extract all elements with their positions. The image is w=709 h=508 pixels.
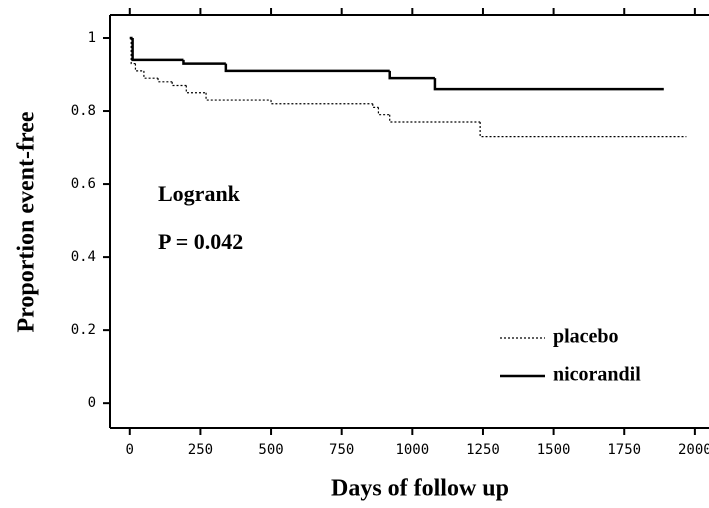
survival-step: [143, 70, 159, 79]
annotation: P = 0.042: [158, 229, 243, 254]
survival-step: [182, 59, 226, 65]
y-tick-label: 1: [88, 30, 96, 46]
y-tick-label: 0.4: [71, 249, 96, 265]
survival-step: [130, 38, 136, 65]
x-tick-label: 750: [329, 442, 354, 458]
survival-step: [270, 100, 373, 105]
y-tick-label: 0: [88, 395, 96, 411]
y-tick-label: 0.8: [71, 103, 96, 119]
survival-step: [388, 70, 435, 80]
x-tick-label: 1000: [395, 442, 429, 458]
x-tick-label: 500: [258, 442, 283, 458]
survival-step: [185, 85, 207, 94]
survival-step: [389, 114, 481, 123]
survival-step: [134, 63, 144, 72]
x-tick-label: 250: [188, 442, 213, 458]
survival-step: [171, 81, 187, 87]
legend-label: nicorandil: [553, 364, 641, 386]
survival-step: [205, 92, 272, 101]
x-tick-label: 1750: [607, 442, 641, 458]
y-axis-label: Proportion event-free: [14, 111, 40, 332]
x-tick-label: 1500: [537, 442, 571, 458]
legend-label: placebo: [553, 326, 619, 348]
survival-step: [479, 121, 687, 138]
y-tick-label: 0.2: [71, 322, 96, 338]
survival-step: [433, 78, 664, 91]
survival-step: [131, 38, 184, 62]
survival-step: [377, 107, 390, 116]
x-axis-label: Days of follow up: [331, 476, 509, 502]
survival-step: [157, 78, 173, 83]
x-tick-label: 1250: [466, 442, 500, 458]
x-tick-label: 2000: [678, 442, 709, 458]
survival-step: [224, 63, 390, 73]
y-tick-label: 0.6: [71, 176, 96, 192]
survival-step: [372, 103, 379, 108]
x-tick-label: 0: [126, 442, 134, 458]
annotation: Logrank: [158, 181, 241, 206]
